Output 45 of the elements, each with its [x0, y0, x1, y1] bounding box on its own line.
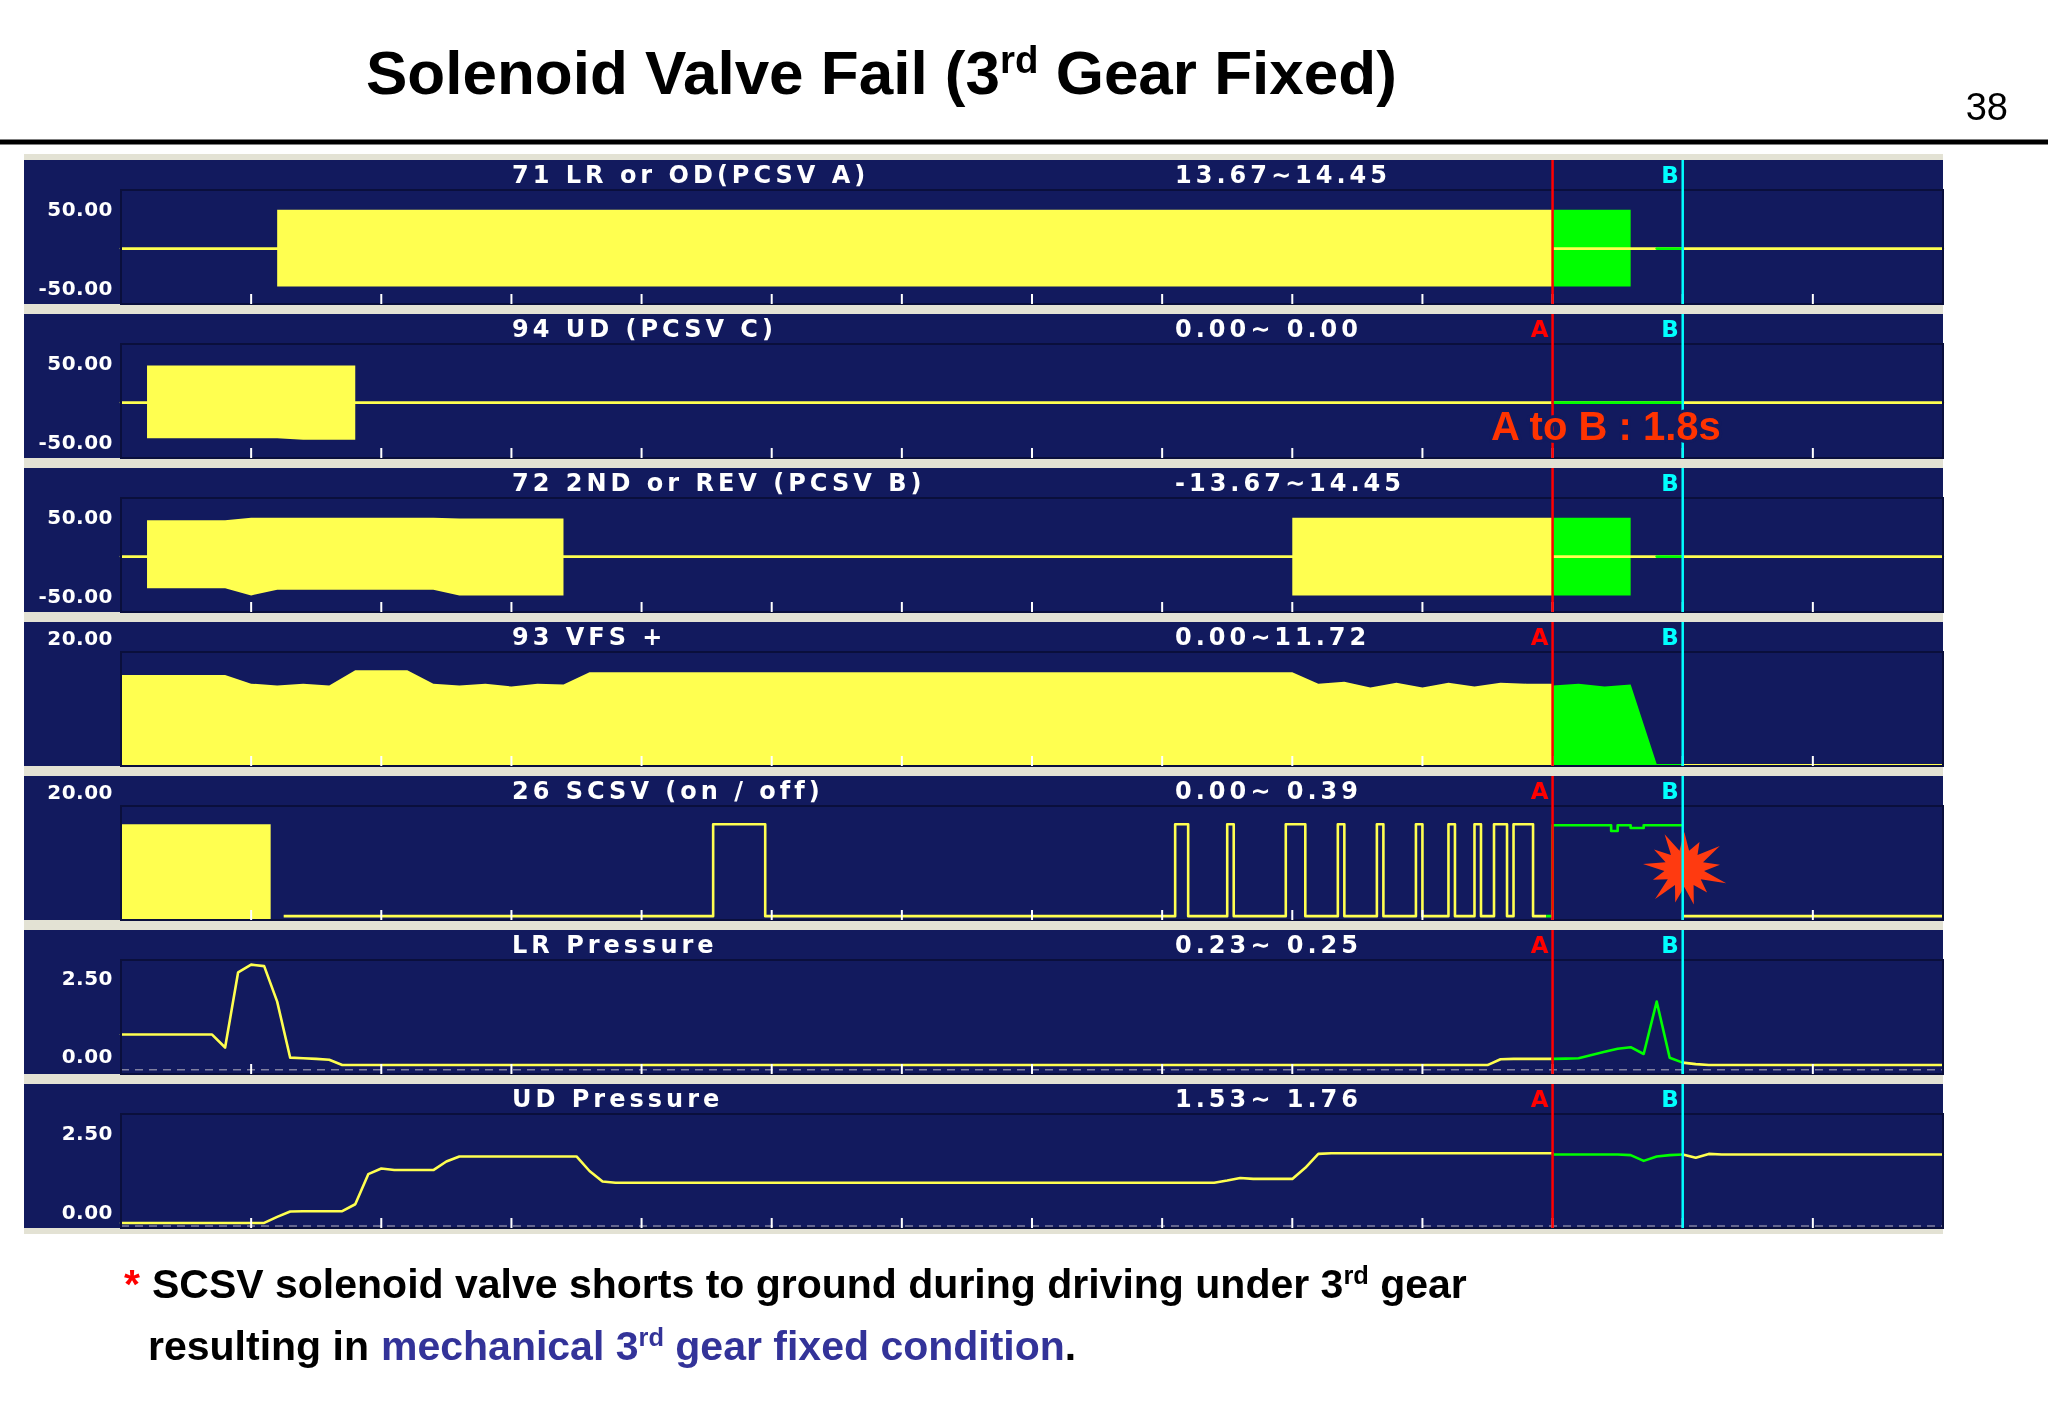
text: . — [1064, 1323, 1077, 1369]
y-tick-label: -50.00 — [38, 430, 113, 455]
text: B — [1661, 316, 1679, 342]
text: A — [1530, 316, 1549, 342]
text: 0.00∼11.72 — [1175, 623, 1371, 651]
y-tick-label: -50.00 — [38, 276, 113, 301]
y-tick-label: 50.00 — [47, 351, 113, 375]
text: A — [1530, 778, 1549, 804]
text: 20.00 — [47, 626, 113, 650]
text: SCSV solenoid valve shorts to ground during driving under 3$^{rd}$ gear — [151, 1261, 1467, 1307]
y-tick-label: 0.00 — [61, 1043, 113, 1068]
text: 0.00∼ 0.00 — [1175, 315, 1362, 343]
text: B — [1661, 778, 1679, 804]
text: resulting in — [148, 1323, 369, 1369]
text: 1.53∼ 1.76 — [1175, 1085, 1362, 1113]
chart-title: UD Pressure — [512, 1085, 724, 1113]
text: Solenoid Valve Fail (3$^{rd}$ Gear Fixed) — [366, 37, 1397, 107]
y-tick-label: -50.00 — [38, 584, 113, 609]
chart-title: 72 2ND or REV (PCSV B) — [512, 469, 926, 497]
text: B — [1661, 1086, 1679, 1112]
chart-title: 93 VFS + — [512, 623, 667, 651]
chart-title: 26 SCSV (on / off) — [512, 777, 824, 805]
text: 20.00 — [47, 780, 113, 804]
text: B — [1661, 932, 1679, 958]
text: A — [1530, 624, 1549, 650]
y-tick-label: 0.00 — [61, 1200, 113, 1225]
text: 13.67∼14.45 — [1175, 161, 1391, 189]
text: A — [1530, 932, 1549, 958]
text: 38 — [1965, 86, 2008, 128]
y-tick-label: 2.50 — [61, 966, 113, 991]
chart-title: 71 LR or OD(PCSV A) — [512, 161, 870, 189]
chart-title: 94 UD (PCSV C) — [512, 315, 777, 343]
text: B — [1661, 624, 1679, 650]
text: mechanical 3$^{rd}$ gear fixed condition — [380, 1323, 1065, 1369]
y-tick-label: 50.00 — [47, 197, 113, 221]
text: 0.00∼ 0.39 — [1175, 777, 1362, 805]
text: B — [1661, 470, 1679, 496]
chart-title: LR Pressure — [512, 931, 718, 959]
y-tick-label: 2.50 — [61, 1121, 113, 1145]
text: -13.67∼14.45 — [1175, 469, 1405, 497]
text: * — [124, 1261, 140, 1307]
text: A — [1530, 1086, 1549, 1112]
y-tick-label: 50.00 — [47, 505, 113, 529]
text: 0.23∼ 0.25 — [1175, 931, 1362, 959]
text: B — [1661, 162, 1679, 188]
